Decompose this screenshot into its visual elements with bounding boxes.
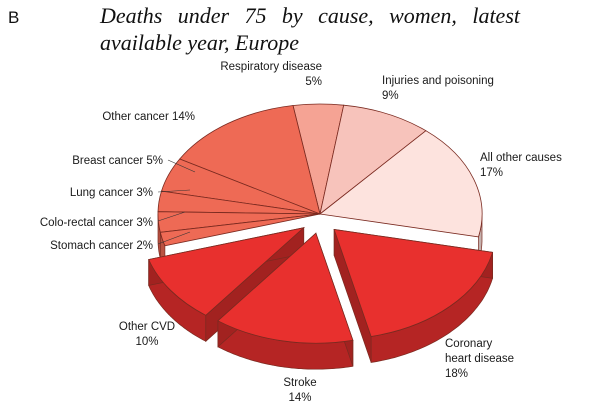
chart-title: Deaths under 75 by cause, women, latest … <box>100 3 520 55</box>
slice-label-stroke: Stroke 14% <box>283 377 316 404</box>
leader-line <box>157 189 191 193</box>
slice-label-coronary-heart-disease: Coronary heart disease 18% <box>445 338 514 380</box>
slice-label-breast-cancer: Breast cancer 5% <box>72 155 163 167</box>
slice-label-other-cvd: Other CVD 10% <box>119 321 175 348</box>
slice-label-other-cancer: Other cancer 14% <box>102 111 195 123</box>
slice-label-injuries-and-poisoning: Injuries and poisoning 9% <box>382 75 494 102</box>
slice-label-stomach-cancer: Stomach cancer 2% <box>50 240 153 252</box>
slice-label-respiratory-disease: Respiratory disease 5% <box>220 61 322 88</box>
pie-slice-top <box>159 213 321 247</box>
pie-slice-coronary-heart-disease <box>333 228 494 363</box>
pie-slice-other-cancer <box>179 105 321 215</box>
slice-label-all-other-causes: All other causes 17% <box>480 152 562 179</box>
pie-slice-stroke <box>217 232 354 370</box>
panel-letter: B <box>8 8 20 27</box>
pie-slice-top <box>333 228 494 337</box>
pie-slice-top <box>148 227 306 316</box>
pie-slice-colo-rectal-cancer <box>157 211 321 259</box>
pie-slice-top <box>319 104 427 216</box>
leader-line <box>157 231 191 245</box>
slice-label-lung-cancer: Lung cancer 3% <box>70 187 153 199</box>
pie-slice-top <box>319 130 483 238</box>
pie-slice-top <box>217 232 354 344</box>
leader-line <box>157 211 186 222</box>
slice-label-colo-rectal-cancer: Colo-rectal cancer 3% <box>40 217 153 229</box>
leader-line <box>167 159 196 173</box>
pie-slice-top <box>179 105 321 215</box>
pie-slice-injuries-and-poisoning <box>319 104 427 216</box>
